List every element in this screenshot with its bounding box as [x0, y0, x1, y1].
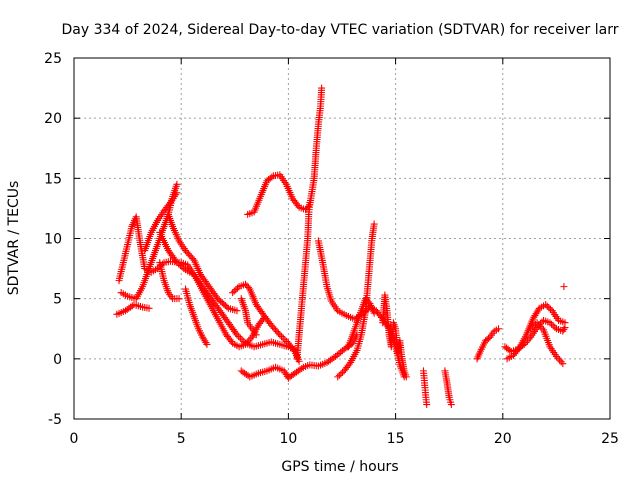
data-point [543, 302, 551, 310]
data-point [545, 304, 553, 312]
data-point [240, 338, 248, 346]
data-point [128, 302, 136, 310]
data-point [227, 338, 235, 346]
y-tick-label: 25 [44, 51, 62, 67]
data-point [447, 401, 455, 409]
data-point [233, 307, 241, 315]
data-point [180, 264, 188, 272]
data-point [318, 84, 326, 92]
y-tick-labels: -5 0 5 10 15 20 25 [44, 51, 62, 428]
data-point [176, 261, 184, 269]
data-point [333, 351, 341, 359]
data-point [549, 322, 557, 330]
data-point [281, 336, 289, 344]
data-point [165, 200, 173, 208]
data-point [178, 263, 186, 271]
data-point [335, 350, 343, 358]
data-point [268, 173, 276, 181]
data-point [278, 332, 286, 340]
grid [74, 58, 610, 419]
data-point [559, 360, 567, 368]
data-point [402, 373, 410, 381]
data-point [235, 332, 243, 340]
data-point [175, 260, 183, 268]
data-point [173, 259, 181, 267]
data-point [233, 284, 241, 292]
y-tick-label: 10 [44, 232, 62, 248]
data-point [364, 298, 372, 306]
data-point [279, 334, 287, 342]
data-point [337, 348, 345, 356]
data-point [203, 340, 211, 348]
data-point [172, 257, 180, 265]
data-point [274, 329, 282, 337]
data-point [232, 286, 240, 294]
data-point [173, 189, 181, 197]
data-point [238, 336, 246, 344]
data-point [337, 370, 345, 378]
data-point [332, 352, 340, 360]
y-tick-label: 5 [53, 292, 62, 308]
data-point [298, 364, 306, 372]
data-point [283, 338, 291, 346]
y-tick-label: 15 [44, 171, 62, 187]
data-point [527, 325, 535, 333]
x-tick-label: 15 [387, 431, 405, 447]
data-point [276, 331, 284, 339]
data-point [370, 220, 378, 228]
data-point [175, 295, 183, 303]
x-tick-label: 10 [279, 431, 297, 447]
data-point [236, 334, 244, 342]
data-points [113, 84, 569, 409]
data-point [546, 319, 554, 327]
data-point [551, 323, 559, 331]
data-point [528, 323, 536, 331]
data-point [561, 319, 569, 327]
x-tick-label: 20 [494, 431, 512, 447]
y-tick-label: 20 [44, 111, 62, 127]
x-tick-label: 0 [70, 431, 79, 447]
data-point [173, 180, 181, 188]
data-point [530, 322, 538, 330]
data-point [189, 255, 197, 263]
y-axis-label: SDTVAR / TECUs [6, 181, 22, 296]
data-point [556, 356, 564, 364]
data-point [154, 265, 162, 273]
y-tick-label: 0 [53, 352, 62, 368]
data-point [548, 320, 556, 328]
data-point [232, 329, 240, 337]
data-point [515, 344, 523, 352]
data-point [345, 360, 353, 368]
data-point [230, 287, 238, 295]
data-point [229, 289, 237, 297]
data-point [370, 309, 378, 317]
data-point [560, 325, 568, 333]
x-tick-label: 5 [177, 431, 186, 447]
x-axis-label: GPS time / hours [281, 459, 398, 475]
data-point [339, 368, 347, 376]
data-point [244, 283, 252, 291]
data-point [252, 331, 260, 339]
data-point [306, 198, 314, 206]
data-point [495, 325, 503, 333]
data-point [423, 401, 431, 409]
data-point [335, 371, 343, 379]
x-tick-labels: 0 5 10 15 20 25 [70, 431, 619, 447]
data-point [334, 373, 342, 381]
data-point [304, 202, 312, 210]
data-point [547, 305, 555, 313]
data-point [145, 304, 153, 312]
data-point [557, 358, 565, 366]
y-tick-label: -5 [48, 412, 62, 428]
data-point [533, 319, 541, 327]
data-point [223, 303, 231, 311]
data-point [560, 283, 568, 291]
x-tick-label: 25 [601, 431, 619, 447]
chart-title: Day 334 of 2024, Sidereal Day-to-day VTE… [62, 22, 619, 38]
data-point [233, 331, 241, 339]
data-point [542, 301, 550, 309]
ticks [73, 57, 611, 420]
